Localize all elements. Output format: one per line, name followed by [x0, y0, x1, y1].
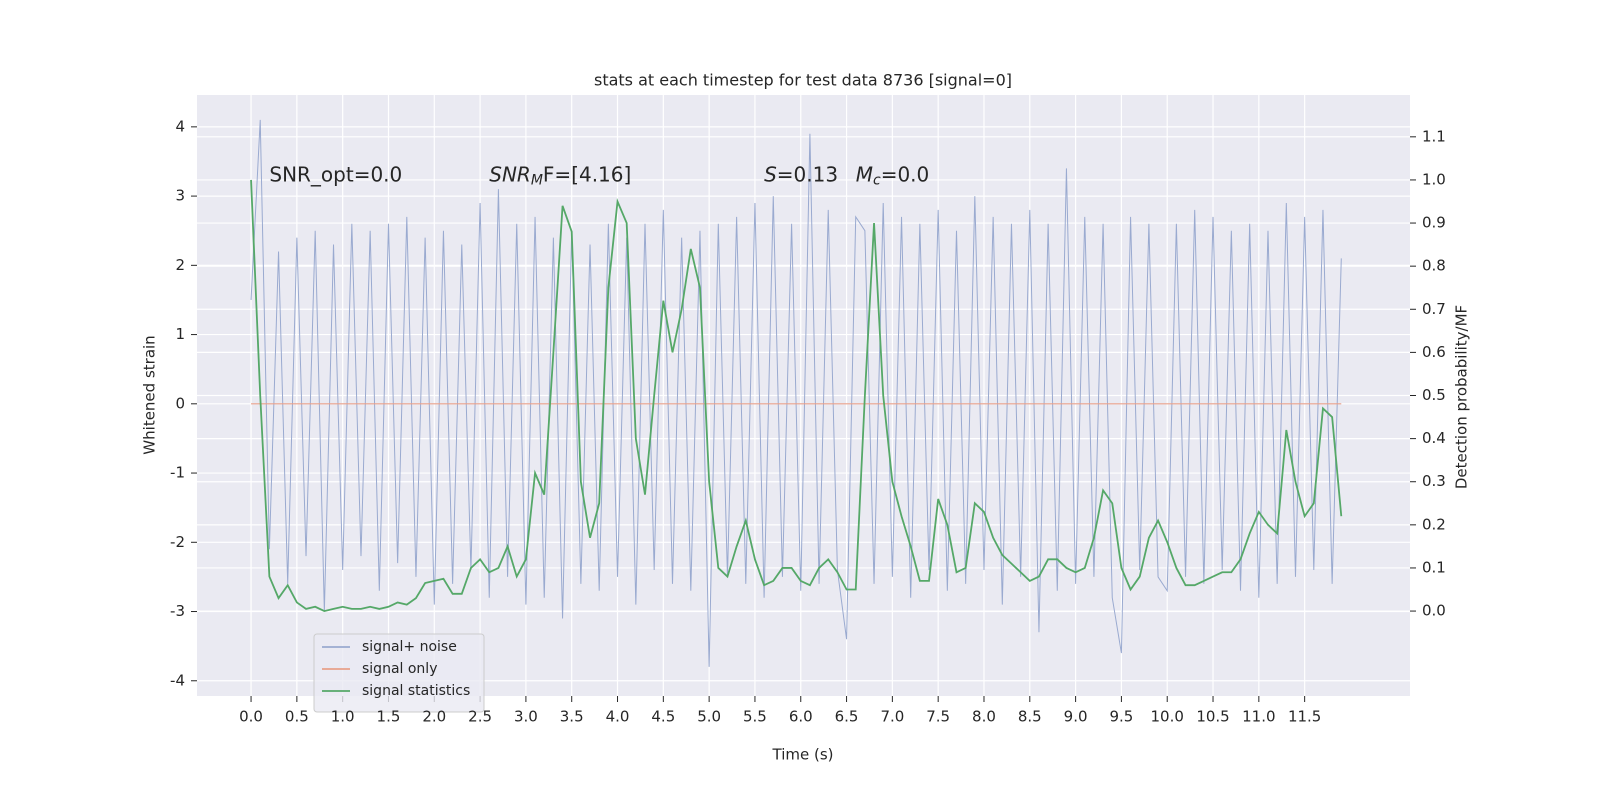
x-tick-label: 6.5 — [835, 708, 859, 726]
y2-tick-label: 0.4 — [1422, 429, 1446, 447]
x-tick-label: 8.5 — [1018, 708, 1042, 726]
annotations: SNR_opt=0.0 SNRMF=[4.16] S=0.13 Mc=0.0 — [269, 162, 929, 189]
y2-tick-label: 0.9 — [1422, 214, 1446, 232]
annotation-part: =0.0 — [881, 162, 930, 186]
y2-tick-label: 0.6 — [1422, 343, 1446, 361]
y-tick-label: 2 — [175, 256, 185, 274]
annotation-part: F=[4.16] — [543, 162, 631, 186]
x-tick-label: 5.0 — [697, 708, 721, 726]
annotation-part: M — [531, 172, 543, 188]
annotation-part: SNR — [489, 162, 531, 186]
y-axis-label: Whitened strain — [141, 335, 159, 454]
x-tick-label: 4.0 — [606, 708, 630, 726]
x-tick-label: 7.0 — [880, 708, 904, 726]
annotation-part: S — [764, 162, 777, 186]
y2-tick-label: 0.1 — [1422, 558, 1446, 576]
y-tick-label: 0 — [175, 394, 185, 412]
y2-tick-label: 0.7 — [1422, 300, 1446, 318]
y-tick-label: 3 — [175, 187, 185, 205]
y2-tick-label: 1.1 — [1422, 127, 1446, 145]
x-axis-label: Time (s) — [772, 746, 834, 764]
legend: signal+ noise signal only signal statistic… — [313, 633, 485, 713]
y-tick-label: 4 — [175, 117, 185, 135]
y2-tick-label: 0.5 — [1422, 386, 1446, 404]
y2-tick-label: 0.2 — [1422, 515, 1446, 533]
x-tick-label: 9.0 — [1064, 708, 1088, 726]
series-line — [250, 179, 1343, 613]
chart-title: stats at each timestep for test data 873… — [594, 71, 1012, 90]
annotation-part: =0.13 — [777, 162, 838, 186]
series-layer — [250, 119, 1343, 667]
y-tick-label: -4 — [170, 671, 185, 689]
annotation: SNR_opt=0.0 — [269, 162, 402, 186]
x-tick-label: 1.5 — [377, 708, 401, 726]
annotation-part: M — [856, 162, 873, 186]
x-tick-label: 2.0 — [422, 708, 446, 726]
x-tick-label: 11.5 — [1288, 708, 1321, 726]
x-tick-label: 7.5 — [926, 708, 950, 726]
annotation: Mc=0.0 — [856, 162, 930, 189]
x-tick-label: 1.0 — [331, 708, 355, 726]
x-tick-label: 6.0 — [789, 708, 813, 726]
y2-axis-label: Detection probability/MF — [1453, 305, 1471, 489]
grid — [191, 95, 1416, 702]
x-tick-label: 11.0 — [1242, 708, 1275, 726]
x-tick-label: 3.5 — [560, 708, 584, 726]
y2-tick-label: 1.0 — [1422, 170, 1446, 188]
y-tick-label: -3 — [170, 602, 185, 620]
x-tick-label: 5.5 — [743, 708, 767, 726]
legend-label: signal only — [362, 661, 437, 677]
x-tick-label: 4.5 — [651, 708, 675, 726]
annotation: SNRMF=[4.16] — [489, 162, 631, 189]
y-tick-label: -2 — [170, 533, 185, 551]
legend-label: signal+ noise — [362, 639, 457, 655]
x-tick-label: 3.0 — [514, 708, 538, 726]
series-line — [250, 119, 1342, 667]
x-tick-label: 0.0 — [239, 708, 263, 726]
annotation: S=0.13 — [764, 162, 838, 186]
y2-tick-label: 0.0 — [1422, 602, 1446, 620]
y2-tick-label: 0.3 — [1422, 472, 1446, 490]
y2-tick-label: 0.8 — [1422, 257, 1446, 275]
y-tick-label: 1 — [175, 325, 185, 343]
annotation-part: c — [873, 172, 881, 188]
x-tick-label: 10.5 — [1196, 708, 1229, 726]
annotation-part: SNR_opt=0.0 — [269, 162, 402, 186]
x-tick-label: 2.5 — [468, 708, 492, 726]
x-tick-label: 8.0 — [972, 708, 996, 726]
x-tick-label: 9.5 — [1109, 708, 1133, 726]
y-tick-label: -1 — [170, 464, 185, 482]
legend-box — [313, 633, 485, 713]
x-tick-label: 0.5 — [285, 708, 309, 726]
x-tick-label: 10.0 — [1151, 708, 1184, 726]
legend-label: signal statistics — [362, 683, 470, 699]
